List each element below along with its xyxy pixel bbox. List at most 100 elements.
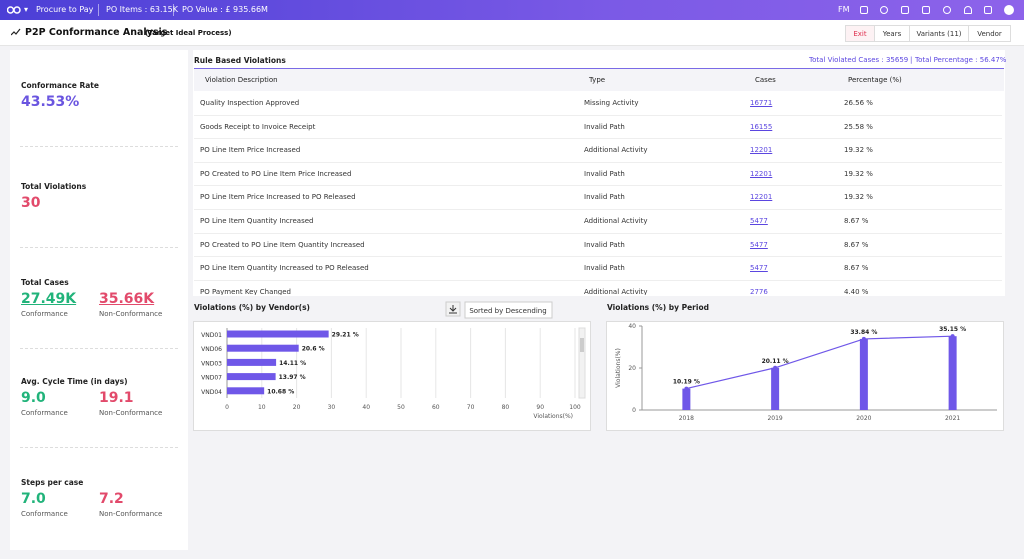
point [951,334,955,338]
tab-exit[interactable]: Exit [845,25,875,42]
y-tick-label: 0 [632,407,636,414]
table-cell: Goods Receipt to Invoice Receipt [200,123,315,131]
table-cell: PO Line Item Quantity Increased [200,217,313,225]
icon-avatar[interactable] [1004,5,1014,15]
x-tick-label: 0 [225,404,229,411]
icon-settings[interactable] [984,6,992,14]
cases-link[interactable]: 16155 [750,123,772,131]
tab-years[interactable]: Years [874,25,910,42]
table-cell: Additional Activity [584,146,648,154]
tab-variants[interactable]: Variants (11) [909,25,969,42]
value-label: 20.6 % [302,346,325,353]
tab-vendor[interactable]: Vendor [968,25,1011,42]
x-tick-label: 20 [293,404,301,411]
table-cell: Missing Activity [584,99,639,107]
menu-caret[interactable]: ▾ [24,5,28,14]
logo [7,5,21,15]
value-label: 13.97 % [279,374,306,381]
cases-link[interactable]: 5477 [750,241,768,249]
y-tick-label: VND01 [201,332,222,339]
table-cell: 8.67 % [844,241,868,249]
x-tick-label: 90 [536,404,544,411]
cases-link[interactable]: 12201 [750,146,772,154]
point [773,366,777,370]
x-tick-label: 2020 [856,415,871,422]
table-cell: Additional Activity [584,217,648,225]
metric-value: 9.0 [21,390,46,406]
table-cell: Invalid Path [584,241,625,249]
x-tick-label: 2021 [945,415,960,422]
table-cell: PO Line Item Price Increased to PO Relea… [200,193,356,201]
bar [227,387,264,394]
user-initials[interactable]: FM [838,5,850,14]
x-tick-label: 10 [258,404,266,411]
metric-label: Avg. Cycle Time (in days) [21,377,128,386]
cases-link[interactable]: 16771 [750,99,772,107]
breadcrumb[interactable]: Procure to Pay [36,5,93,14]
x-tick-label: 80 [502,404,510,411]
value-label: 20.11 % [762,358,789,365]
y-tick-label: VND04 [201,389,222,396]
cases-link[interactable]: 12201 [750,193,772,201]
trend-icon [11,28,21,36]
po-items: PO Items : 63.15K [106,5,178,14]
y-axis-label: Violations(%) [615,348,622,388]
table-cell: PO Payment Key Changed [200,288,291,295]
table-cell: PO Line Item Price Increased [200,146,300,154]
bar [227,373,276,380]
metric-label: Conformance Rate [21,81,99,90]
cases-link[interactable]: 5477 [750,264,768,272]
x-tick-label: 70 [467,404,475,411]
icon-help[interactable] [943,6,951,14]
table-cell: Invalid Path [584,123,625,131]
table-title: Rule Based Violations [194,56,286,65]
value-label: 33.84 % [850,329,877,336]
table-cell: PO Created to PO Line Item Quantity Incr… [200,241,365,249]
y-tick-label: 20 [628,365,636,372]
value-label: 10.68 % [267,388,294,395]
x-tick-label: 2018 [679,415,694,422]
metric-sublabel: Conformance [21,409,68,417]
table-row: PO Line Item Quantity Increased to PO Re… [194,256,1002,281]
bar [227,331,329,338]
value-label: 14.11 % [279,360,306,367]
column-header: Violation Description [205,76,278,84]
table-cell: Invalid Path [584,170,625,178]
po-value: PO Value : £ 935.66M [182,5,268,14]
y-tick-label: VND03 [201,360,222,367]
x-tick-label: 100 [569,404,581,411]
cases-link[interactable]: 2776 [750,288,768,295]
table-row: PO Created to PO Line Item Price Increas… [194,162,1002,187]
chart-title: Violations (%) by Period [607,303,709,312]
divider [20,447,178,448]
table-cell: 19.32 % [844,146,873,154]
column-header: Type [589,76,605,84]
metric-sublabel: Conformance [21,510,68,518]
bar [227,345,299,352]
cases-link[interactable]: 12201 [750,170,772,178]
separator: | [910,56,912,64]
x-tick-label: 40 [362,404,370,411]
table-cell: 25.58 % [844,123,873,131]
value-label: 10.19 % [673,379,700,386]
page-subtitle: (Target Ideal Process) [145,29,232,37]
metric-label: Steps per case [21,478,83,487]
icon-currency[interactable] [922,6,930,14]
table-cell: 8.67 % [844,264,868,272]
point [684,387,688,391]
icon-tools[interactable] [901,6,909,14]
cases-link[interactable]: 5477 [750,217,768,225]
table-row: PO Created to PO Line Item Quantity Incr… [194,233,1002,258]
table-cell: Quality Inspection Approved [200,99,299,107]
icon-globe[interactable] [880,6,888,14]
column-header: Percentage (%) [848,76,902,84]
icon-notifications[interactable] [964,6,972,14]
metric-sublabel: Non-Conformance [99,310,162,318]
table-cell: 4.40 % [844,288,868,295]
metric-sublabel: Non-Conformance [99,409,162,417]
value-label: 29.21 % [332,332,359,339]
sort-button-label: Sorted by Descending [469,307,546,315]
value-label: 35.15 % [939,326,966,333]
icon-cases[interactable] [860,6,868,14]
table-cell: 26.56 % [844,99,873,107]
